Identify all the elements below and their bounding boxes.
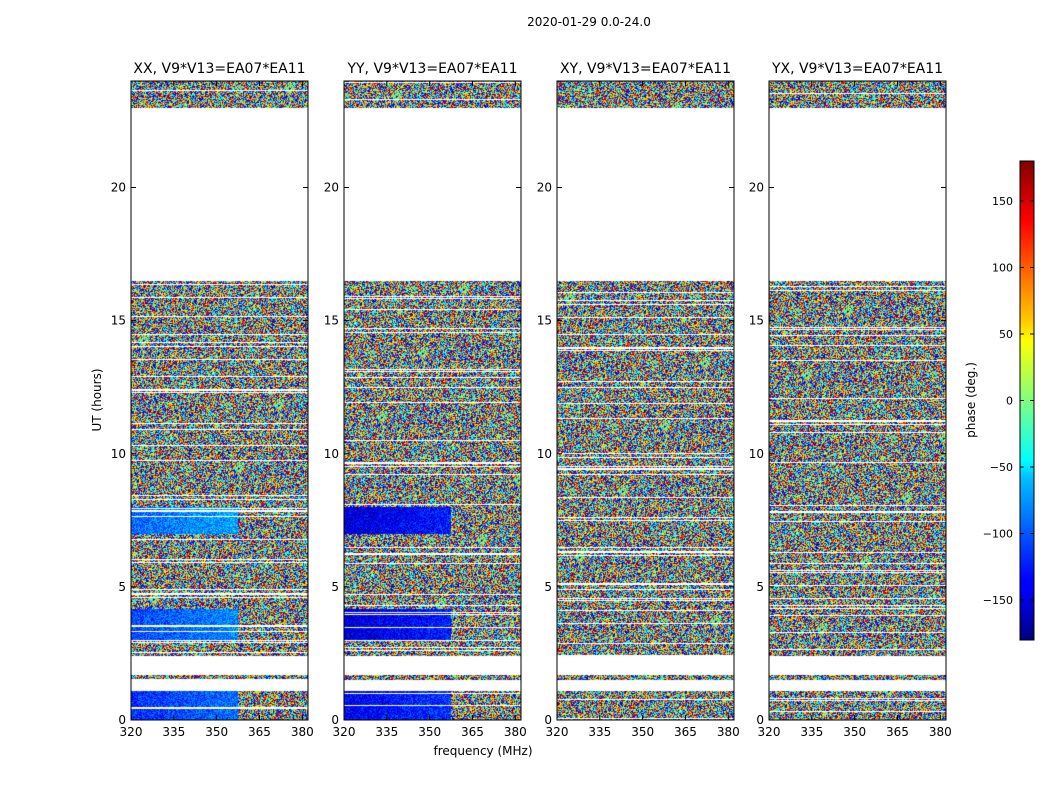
x-tick-label: 365: [248, 725, 271, 739]
x-tick-label: 335: [375, 725, 398, 739]
y-tick-label: 0: [756, 713, 764, 727]
x-tick-label: 350: [205, 725, 228, 739]
x-tick-label: 365: [461, 725, 484, 739]
colorbar-ticks: 150 100 50 0 −50 −100 −150: [983, 195, 1034, 607]
panel-frame: [343, 80, 522, 721]
panel-title: XX, V9*V13=EA07*EA11: [133, 61, 305, 77]
x-tick-label: 380: [929, 725, 952, 739]
y-tick-label: 10: [749, 447, 764, 461]
y-tick-label: 10: [324, 447, 339, 461]
x-tick-label: 320: [758, 725, 781, 739]
y-tick-label: 10: [111, 447, 126, 461]
x-tick-label: 380: [291, 725, 314, 739]
panel-xx: XX, V9*V13=EA07*EA11 320 335 350 365 380 0 5 10 1…: [111, 61, 314, 739]
y-tick-label: 15: [111, 314, 126, 328]
y-tick-label: 15: [749, 314, 764, 328]
x-tick-label: 320: [546, 725, 569, 739]
x-tick-label: 335: [588, 725, 611, 739]
panel-frame: [768, 80, 947, 721]
y-tick-label: 10: [537, 447, 552, 461]
y-tick-label: 15: [537, 314, 552, 328]
x-axis-label: frequency (MHz): [433, 744, 532, 758]
y-tick-label: 5: [118, 580, 126, 594]
colorbar-tick-label: −100: [983, 528, 1013, 541]
panel-title: YY, V9*V13=EA07*EA11: [346, 61, 517, 77]
y-tick-label: 20: [111, 181, 126, 195]
panel-xy: XY, V9*V13=EA07*EA11 320 335 350 365 380 0 5 10 1…: [537, 61, 740, 739]
figure-title: 2020-01-29 0.0-24.0: [527, 15, 651, 29]
y-tick-label: 5: [544, 580, 552, 594]
phase-heatmap: [557, 81, 734, 720]
x-tick-label: 380: [504, 725, 527, 739]
colorbar-label: phase (deg.): [964, 362, 978, 438]
colorbar-tick-label: −150: [983, 594, 1013, 607]
y-tick-label: 0: [331, 713, 339, 727]
x-tick-label: 350: [843, 725, 866, 739]
y-tick-label: 0: [118, 713, 126, 727]
x-tick-label: 365: [674, 725, 697, 739]
y-tick-label: 20: [537, 181, 552, 195]
phase-heatmap: [344, 81, 521, 720]
x-tick-label: 335: [800, 725, 823, 739]
panel-frame: [130, 80, 309, 721]
x-tick-label: 365: [886, 725, 909, 739]
colorbar-tick-label: −50: [990, 461, 1013, 474]
colorbar-tick-label: 100: [992, 261, 1013, 274]
y-tick-label: 5: [756, 580, 764, 594]
colorbar: 150 100 50 0 −50 −100 −150 phase (deg.): [964, 160, 1035, 641]
x-tick-label: 350: [631, 725, 654, 739]
panel-title: YX, V9*V13=EA07*EA11: [771, 61, 943, 77]
y-tick-label: 15: [324, 314, 339, 328]
y-tick-label: 20: [324, 181, 339, 195]
colorbar-tick-label: 50: [999, 328, 1013, 341]
x-tick-label: 380: [717, 725, 740, 739]
panel-yx: YX, V9*V13=EA07*EA11 320 335 350 365 380 0 5 10 1…: [749, 61, 952, 739]
colorbar-tick-label: 150: [992, 195, 1013, 208]
phase-heatmap: [769, 81, 946, 720]
panels-group: XX, V9*V13=EA07*EA11 320 335 350 365 380 0 5 10 1…: [111, 61, 952, 739]
colorbar-tick-label: 0: [1006, 395, 1013, 408]
y-tick-label: 20: [749, 181, 764, 195]
y-axis-label: UT (hours): [90, 368, 104, 431]
phase-heatmap: [131, 81, 308, 720]
panel-frame: [556, 80, 735, 721]
x-tick-label: 335: [162, 725, 185, 739]
x-tick-label: 320: [120, 725, 143, 739]
x-tick-label: 320: [333, 725, 356, 739]
y-tick-label: 5: [331, 580, 339, 594]
panel-title: XY, V9*V13=EA07*EA11: [560, 61, 731, 77]
x-tick-label: 350: [418, 725, 441, 739]
y-tick-label: 0: [544, 713, 552, 727]
panel-yy: YY, V9*V13=EA07*EA11 320 335 350 365 380 0 5 10 1…: [324, 61, 527, 739]
